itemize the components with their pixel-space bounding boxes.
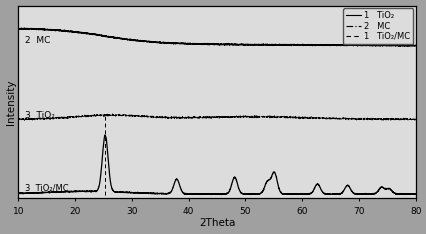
Y-axis label: Intensity: Intensity	[6, 79, 15, 125]
Text: 3  TiO₂/MC: 3 TiO₂/MC	[25, 184, 69, 193]
X-axis label: 2Theta: 2Theta	[199, 219, 235, 228]
Legend: 1   TiO₂, 2   MC, 1   TiO₂/MC: 1 TiO₂, 2 MC, 1 TiO₂/MC	[342, 8, 412, 44]
Text: 3  TiO₂: 3 TiO₂	[25, 111, 55, 120]
Text: 2  MC: 2 MC	[25, 36, 50, 45]
